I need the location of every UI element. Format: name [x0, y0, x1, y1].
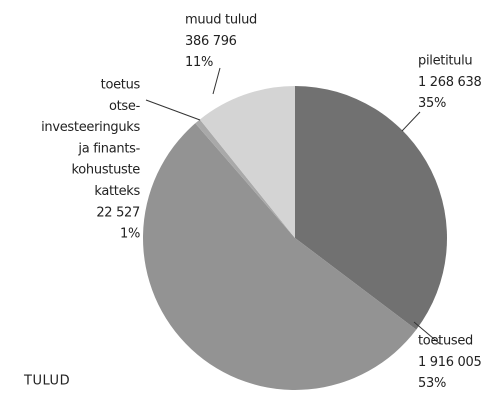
slice-label: muud tulud: [185, 13, 257, 28]
pie-slice: [295, 86, 447, 330]
chart-title: TULUD: [23, 374, 70, 389]
percent-label: 11%: [185, 55, 213, 70]
slice-label: katteks: [94, 184, 140, 199]
leader-line: [212, 67, 221, 95]
value-label: 22 527: [96, 205, 140, 220]
slice-label: investeeringuks: [41, 120, 140, 135]
slice-label: ja finants-: [77, 141, 140, 156]
percent-label: 35%: [418, 96, 446, 111]
value-label: 1 268 638: [418, 75, 481, 90]
slice-label: otse-: [109, 99, 141, 114]
value-label: 1 916 005: [418, 355, 481, 370]
percent-label: 1%: [120, 227, 140, 242]
pie-slice: [199, 86, 295, 238]
percent-label: 53%: [418, 376, 446, 391]
leader-line: [401, 111, 421, 132]
slice-label: toetus: [101, 78, 141, 93]
leader-line: [145, 99, 201, 121]
value-label: 386 796: [185, 34, 237, 49]
pie-slice: [195, 119, 295, 238]
pie-slice: [143, 123, 417, 391]
slice-label: piletitulu: [418, 54, 472, 69]
slice-label: kohustuste: [72, 163, 141, 178]
slice-label: toetused: [418, 334, 473, 349]
leader-line: [413, 321, 441, 345]
